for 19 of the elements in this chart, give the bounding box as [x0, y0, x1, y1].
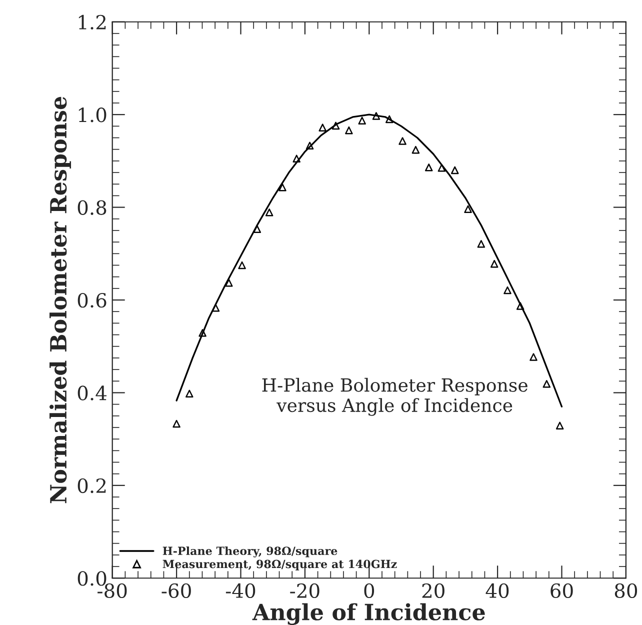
x-tick-label: 60: [550, 583, 573, 598]
legend-label: Measurement, 98Ω/square at 140GHz: [162, 560, 397, 570]
x-axis-title: Angle of Incidence: [252, 603, 485, 625]
annotation: H-Plane Bolometer Response versus Angle of Incidence: [262, 378, 528, 416]
legend-label: H-Plane Theory, 98Ω/square: [162, 546, 338, 558]
y-axis-title: Normalized Bolometer Response: [50, 96, 72, 504]
x-tick-label: 20: [422, 583, 444, 598]
y-tick-label: 0.2: [78, 478, 106, 494]
x-tick-label: 40: [486, 583, 509, 598]
x-tick-label: -60: [162, 583, 191, 598]
y-tick-label: 1.2: [78, 14, 106, 30]
x-tick-label: -20: [290, 583, 320, 598]
x-tick-label: 0: [364, 583, 374, 598]
y-tick-label: 0.4: [78, 386, 107, 400]
x-tick-label: -40: [226, 583, 256, 598]
x-tick-label: 80: [614, 583, 638, 598]
y-tick-label: 0.8: [78, 200, 106, 215]
y-tick-label: 1.0: [78, 108, 106, 122]
y-tick-label: 0.6: [78, 292, 106, 308]
